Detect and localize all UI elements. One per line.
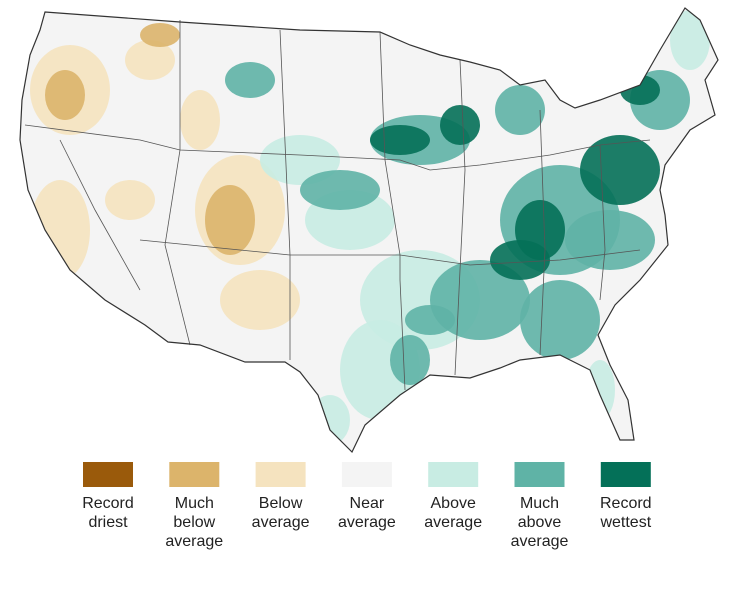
precip-region [260,135,340,185]
legend-label: Much [520,495,559,512]
precip-region [585,360,615,420]
state-borders [24,20,651,391]
legend-label: Above [431,495,476,512]
legend-label: below [173,514,215,531]
precip-region [180,90,220,150]
legend-label: average [338,514,396,531]
legend-label: wettest [599,514,651,531]
precip-region [495,85,545,135]
legend-swatch [514,462,565,487]
legend-swatch [341,462,392,487]
precip-region [300,170,380,210]
precip-region [140,23,180,47]
precip-region [45,70,85,120]
precip-region [30,180,90,280]
legend-swatch [428,462,479,487]
legend-swatch [255,462,306,487]
legend-label: above [518,514,562,531]
legend-label: average [424,514,482,531]
precip-region [220,270,300,330]
legend-label: average [511,533,569,550]
precip-region [205,185,255,255]
legend-label: driest [88,514,128,531]
precip-region [440,105,480,145]
legend-label: Much [175,495,214,512]
legend: Record driest Much below average Below average… [82,462,652,550]
precip-region [390,335,430,385]
precip-region [370,125,430,155]
precip-region [670,10,710,70]
precip-region [405,305,455,335]
legend-label: Record [600,495,652,512]
precip-region [580,135,660,205]
legend-label: Record [82,495,134,512]
legend-label: Below [259,495,303,512]
precip-regions [30,10,710,445]
legend-label: average [165,533,223,550]
precip-region [105,180,155,220]
precip-region [310,395,350,445]
precip-region [490,240,550,280]
precip-region [125,40,175,80]
legend-swatch [169,462,220,487]
legend-label: Near [350,495,385,512]
precip-region [565,210,655,270]
legend-swatch [83,462,133,487]
precip-region [520,280,600,360]
precip-region [225,62,275,98]
legend-label: average [252,514,310,531]
legend-swatch [600,462,651,487]
